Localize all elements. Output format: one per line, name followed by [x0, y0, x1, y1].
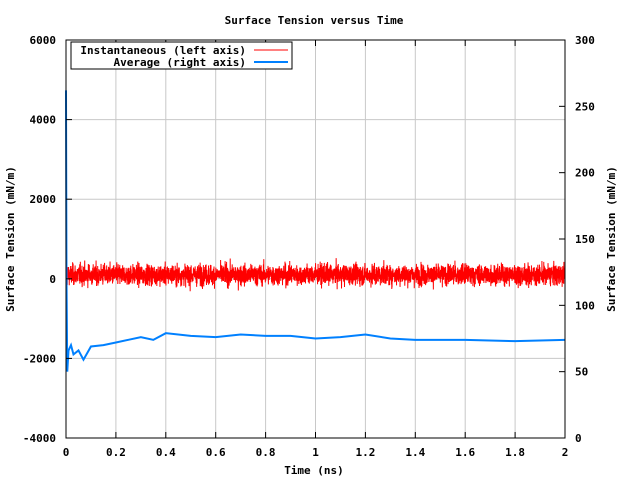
y-tick-label: 2000 — [30, 193, 57, 206]
legend-label-instantaneous: Instantaneous (left axis) — [80, 44, 246, 57]
y2-tick-label: 250 — [575, 100, 595, 113]
x-axis-label: Time (ns) — [284, 464, 344, 477]
ticks: 0 0.2 0.4 0.6 0.8 1 1.2 1.4 1.6 1.8 2 -4000 -2000 0 20… — [23, 34, 595, 459]
y-tick-label: 0 — [49, 273, 56, 286]
series-line-average — [65, 90, 566, 372]
x-tick-label: 1.6 — [455, 446, 475, 459]
y2-tick-label: 0 — [575, 432, 582, 445]
y2-tick-label: 200 — [575, 167, 595, 180]
x-tick-label: 0.4 — [156, 446, 176, 459]
x-tick-label: 0.6 — [206, 446, 226, 459]
y-tick-label: 4000 — [30, 114, 57, 127]
series-layer — [65, 90, 566, 372]
x-tick-label: 1.8 — [505, 446, 525, 459]
y-tick-label: 6000 — [30, 34, 57, 47]
chart-title: Surface Tension versus Time — [225, 14, 404, 27]
y2-tick-label: 100 — [575, 299, 595, 312]
y2-tick-label: 50 — [575, 366, 588, 379]
legend: Instantaneous (left axis) Average (right… — [70, 41, 293, 70]
legend-box — [70, 41, 293, 70]
y-axis-label: Surface Tension (mN/m) — [4, 166, 17, 312]
x-tick-label: 2 — [562, 446, 569, 459]
y2-tick-label: 300 — [575, 34, 595, 47]
x-tick-label: 1.2 — [355, 446, 375, 459]
y2-axis-label: Surface Tension (mN/m) — [605, 166, 618, 312]
grid — [66, 40, 565, 438]
x-tick-label: 0.2 — [106, 446, 126, 459]
y2-tick-label: 150 — [575, 233, 595, 246]
x-tick-label: 0 — [63, 446, 70, 459]
x-tick-label: 0.8 — [256, 446, 276, 459]
x-tick-label: 1.4 — [405, 446, 425, 459]
series-line-instantaneous — [65, 256, 566, 293]
y-tick-label: -2000 — [23, 352, 56, 365]
x-tick-label: 1 — [312, 446, 319, 459]
y-tick-label: -4000 — [23, 432, 56, 445]
legend-label-average: Average (right axis) — [114, 56, 246, 69]
